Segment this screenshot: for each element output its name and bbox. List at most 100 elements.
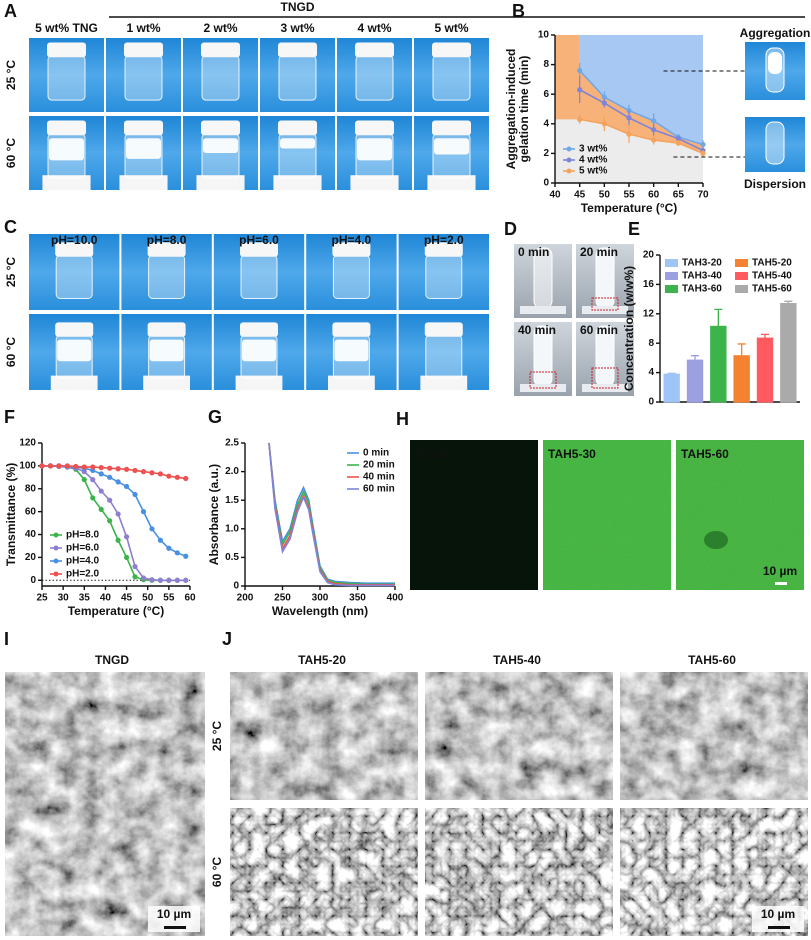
row-label: 60 °C: [4, 337, 18, 367]
x-tick-label: 65: [673, 190, 685, 201]
data-point: [132, 574, 138, 580]
vial-body: [332, 254, 370, 299]
data-point: [149, 526, 155, 532]
data-point: [157, 537, 163, 543]
data-point: [47, 463, 54, 469]
vial-cap: [355, 120, 394, 136]
y-tick-label: 0: [648, 397, 654, 408]
x-tick-label: 70: [697, 190, 709, 201]
vial-gel: [357, 138, 392, 161]
legend-label: 60 min: [363, 484, 395, 495]
vial-gel: [242, 339, 276, 362]
x-tick-label: 40: [549, 190, 561, 201]
data-point: [577, 87, 583, 93]
series-line: [42, 465, 186, 480]
data-point: [601, 121, 607, 127]
bar: [663, 373, 680, 403]
vial-gel: [149, 339, 184, 362]
scale-bar-label: 10 µm: [761, 907, 795, 921]
vial-body: [201, 55, 240, 101]
column-label: pH=2.0: [424, 233, 464, 247]
series-line: [579, 89, 704, 152]
series-line: [579, 118, 704, 155]
vial-cap: [432, 120, 471, 136]
vial-body: [55, 254, 93, 299]
y-tick-label: 10: [538, 30, 550, 41]
data-point: [132, 563, 138, 570]
data-point: [115, 466, 121, 472]
data-point: [81, 477, 87, 483]
x-tick-label: 35: [79, 593, 91, 604]
vial-base: [50, 375, 98, 390]
data-point: [64, 463, 70, 469]
y-tick-label: 0: [543, 178, 549, 189]
scale-bar: [775, 582, 787, 585]
vial-cap: [201, 42, 240, 58]
bar: [733, 355, 750, 403]
image-label: 0 min: [518, 245, 549, 259]
data-point: [98, 506, 104, 512]
vial-gel: [57, 339, 92, 362]
data-point: [174, 550, 180, 556]
vial-gel: [334, 339, 369, 362]
vial-cap: [124, 120, 163, 136]
series-line: [579, 69, 704, 146]
legend-swatch: [665, 259, 678, 267]
x-tick-label: 60: [184, 593, 196, 604]
image-label: 40 min: [518, 323, 556, 337]
x-tick-label: 200: [237, 593, 254, 604]
panel-label: D: [504, 219, 517, 239]
panel-label: F: [4, 407, 15, 427]
error-bar: [737, 343, 746, 356]
vial-base: [235, 375, 283, 390]
panel-label: E: [628, 219, 640, 239]
legend-marker: [566, 146, 572, 152]
y-tick-label: 2.0: [225, 466, 239, 477]
row-label: 25 °C: [4, 257, 18, 287]
aggregation-region: [579, 35, 703, 145]
panel-label: G: [208, 407, 222, 427]
data-point: [157, 471, 163, 477]
vial-gel: [434, 138, 469, 155]
x-axis-label: Temperature (°C): [581, 201, 678, 215]
data-point: [183, 475, 189, 482]
error-bar: [761, 333, 769, 339]
x-axis-label: Temperature (°C): [68, 604, 165, 618]
tube-base: [520, 306, 566, 314]
vial-gel: [126, 138, 161, 159]
y-tick-label: 0: [233, 581, 239, 592]
panel-label: I: [4, 629, 9, 649]
image-title: TNGD: [95, 653, 129, 667]
dark-spot: [704, 531, 728, 549]
roi-box: [591, 367, 619, 389]
legend-label: 3 wt%: [579, 144, 607, 155]
legend-label: 5 wt%: [579, 166, 607, 177]
row-label: 60 °C: [210, 857, 224, 887]
annotation: Aggregation: [740, 26, 811, 40]
legend-label: 40 min: [363, 472, 395, 483]
x-tick-label: 30: [58, 593, 70, 604]
data-point: [183, 553, 189, 559]
vial-base: [196, 175, 245, 190]
y-tick-label: 120: [19, 438, 36, 449]
y-tick-label: 20: [643, 250, 655, 261]
column-label: 2 wt%: [203, 21, 237, 35]
y-tick-label: 6: [543, 89, 549, 100]
y-tick-label: 100: [19, 461, 36, 472]
legend-label: TAH3-40: [682, 271, 722, 282]
vial-base: [143, 375, 190, 390]
panel-label: C: [4, 217, 17, 237]
data-point: [174, 577, 180, 583]
y-tick-label: 4: [648, 367, 654, 378]
column-label: 5 wt%: [434, 21, 468, 35]
vial-cap: [278, 120, 317, 136]
sem-image: [230, 672, 418, 800]
data-point: [149, 577, 155, 583]
series-line: [42, 465, 186, 582]
vial-cap: [424, 322, 463, 337]
data-point: [123, 483, 130, 490]
data-point: [107, 497, 113, 503]
column-label: 3 wt%: [280, 21, 314, 35]
data-point: [140, 469, 147, 475]
fluorescence-noise: [543, 440, 671, 590]
